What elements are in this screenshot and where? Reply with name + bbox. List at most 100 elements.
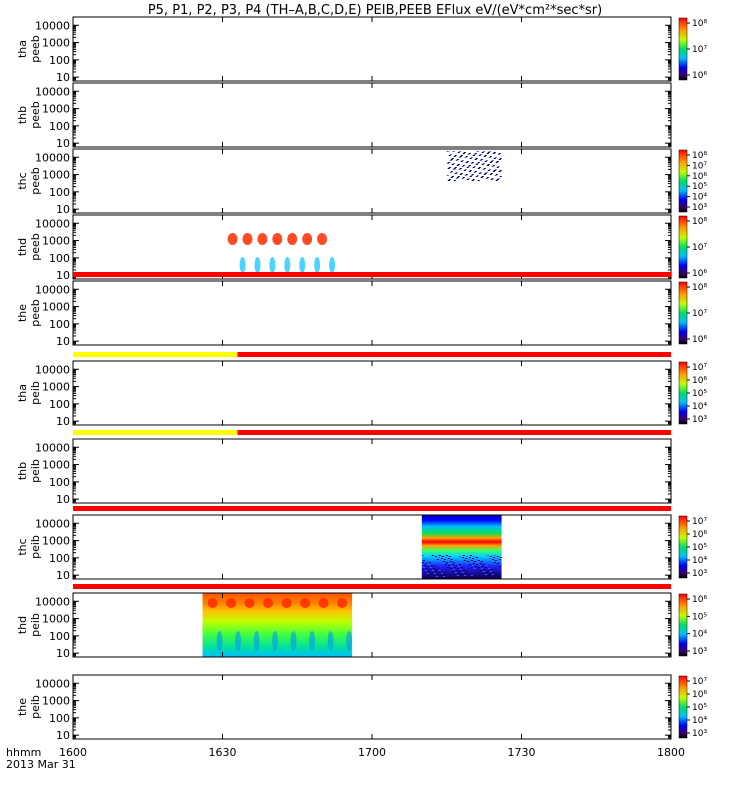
panel-ylabel: thapeeb (16, 35, 42, 63)
y-tick-label: 1000 (42, 613, 70, 626)
y-tick-label: 1000 (42, 169, 70, 182)
colorbar-tick-label: 10⁴ (692, 556, 707, 566)
mode-bar-segment (73, 352, 238, 357)
y-tick-label: 10000 (35, 595, 70, 608)
y-tick-label: 100 (49, 630, 70, 643)
y-tick-label: 1000 (42, 695, 70, 708)
colorbar-tick-label: 10³ (692, 203, 707, 213)
panel-thc-peib: 10 100 1000 10000 thcpeib 10³ 10⁴ 10⁵ 10⁶ 10⁷ (16, 506, 707, 582)
colorbar-tick-label: 10⁷ (692, 45, 707, 55)
y-tick-label: 10000 (35, 283, 70, 296)
panel-thd-peib: 10 100 1000 10000 thdpeib 10³ 10⁴ 10⁵ 10⁶ (16, 584, 707, 660)
colorbar (678, 215, 688, 279)
colorbar-tick-label: 10³ (692, 647, 707, 657)
y-tick-label: 100 (49, 476, 70, 489)
panel-tha-peeb: 10 100 1000 10000 thapeeb 10⁶ 10⁷ 10⁸ (16, 16, 707, 84)
colorbar-tick-label: 10⁶ (692, 690, 707, 700)
colorbar-tick-label: 10⁸ (692, 283, 707, 293)
y-tick-label: 100 (49, 120, 70, 133)
colorbar (678, 593, 688, 657)
mode-bar-segment (73, 584, 671, 589)
y-tick-label: 10000 (35, 517, 70, 530)
date-label: 2013 Mar 31 (6, 758, 76, 771)
time-tick-label: 1800 (657, 746, 685, 759)
colorbar (678, 515, 688, 579)
y-tick-label: 10 (56, 729, 70, 742)
y-tick-label: 10000 (35, 441, 70, 454)
y-tick-label: 100 (49, 186, 70, 199)
colorbar-tick-label: 10⁶ (692, 595, 707, 605)
colorbar-tick-label: 10⁸ (692, 217, 707, 227)
y-tick-label: 10 (56, 203, 70, 216)
time-tick-label: 1700 (358, 746, 386, 759)
y-tick-label: 10000 (35, 85, 70, 98)
colorbar-tick-label: 10⁷ (692, 677, 707, 687)
colorbar-tick-label: 10⁴ (692, 716, 707, 726)
panel-ylabel: thepeeb (16, 299, 42, 327)
y-tick-label: 10 (56, 137, 70, 150)
mode-bar-segment (73, 506, 671, 511)
panel-ylabel: thbpeeb (16, 101, 42, 129)
panel-ylabel: thdpeeb (16, 233, 42, 261)
y-tick-label: 1000 (42, 301, 70, 314)
mode-bar-segment (237, 430, 671, 435)
y-tick-label: 1000 (42, 103, 70, 116)
y-tick-label: 10000 (35, 151, 70, 164)
colorbar-tick-label: 10⁵ (692, 612, 707, 622)
colorbar (678, 17, 688, 81)
y-tick-label: 10 (56, 569, 70, 582)
mode-bar-segment (73, 272, 671, 277)
y-tick-label: 100 (49, 712, 70, 725)
colorbar-tick-label: 10⁶ (692, 269, 707, 279)
colorbar-tick-label: 10³ (692, 415, 707, 425)
colorbar (678, 281, 688, 345)
colorbar-tick-label: 10³ (692, 569, 707, 579)
colorbar (678, 675, 688, 739)
panel-tha-peib: 10 100 1000 10000 thapeib 10³ 10⁴ 10⁵ 10⁶ 10⁷ (16, 352, 707, 428)
y-tick-label: 1000 (42, 535, 70, 548)
panel-frame (72, 148, 672, 214)
colorbar-tick-label: 10⁴ (692, 630, 707, 640)
colorbar-tick-label: 10⁸ (692, 151, 707, 161)
colorbar-tick-label: 10⁷ (692, 363, 707, 373)
y-tick-label: 1000 (42, 235, 70, 248)
panel-frame (72, 592, 672, 658)
colorbar-tick-label: 10⁶ (692, 71, 707, 81)
panel-frame (72, 82, 672, 148)
panel-frame (72, 360, 672, 426)
y-tick-label: 10000 (35, 217, 70, 230)
time-tick-label: 1730 (508, 746, 536, 759)
panel-frame (72, 16, 672, 82)
colorbar-tick-label: 10⁵ (692, 543, 707, 553)
colorbar-tick-label: 10⁸ (692, 19, 707, 29)
y-tick-label: 1000 (42, 459, 70, 472)
time-axis-label: hhmm (6, 746, 41, 759)
y-tick-label: 10 (56, 415, 70, 428)
colorbar-tick-label: 10⁷ (692, 517, 707, 527)
time-tick-label: 1630 (209, 746, 237, 759)
panel-ylabel: thepeib (16, 695, 42, 719)
panel-ylabel: thbpeib (16, 459, 42, 483)
y-tick-label: 10 (56, 335, 70, 348)
colorbar-tick-label: 10⁵ (692, 182, 707, 192)
colorbar (678, 361, 688, 425)
colorbar-tick-label: 10⁶ (692, 172, 707, 182)
panel-the-peeb: 10 100 1000 10000 thepeeb 10⁶ 10⁷ 10⁸ (16, 272, 707, 348)
mode-bar-segment (237, 352, 671, 357)
colorbar-tick-label: 10⁵ (692, 703, 707, 713)
colorbar-tick-label: 10⁴ (692, 193, 707, 203)
y-tick-label: 1000 (42, 37, 70, 50)
panel-thb-peeb: 10 100 1000 10000 thbpeeb (16, 82, 672, 150)
y-tick-label: 10000 (35, 19, 70, 32)
time-tick-label: 1600 (59, 746, 87, 759)
y-tick-label: 100 (49, 552, 70, 565)
y-tick-label: 100 (49, 398, 70, 411)
colorbar-tick-label: 10⁶ (692, 530, 707, 540)
y-tick-label: 100 (49, 318, 70, 331)
colorbar-tick-label: 10⁷ (692, 243, 707, 253)
colorbar-tick-label: 10⁵ (692, 389, 707, 399)
y-tick-label: 10 (56, 71, 70, 84)
colorbar-tick-label: 10⁷ (692, 161, 707, 171)
